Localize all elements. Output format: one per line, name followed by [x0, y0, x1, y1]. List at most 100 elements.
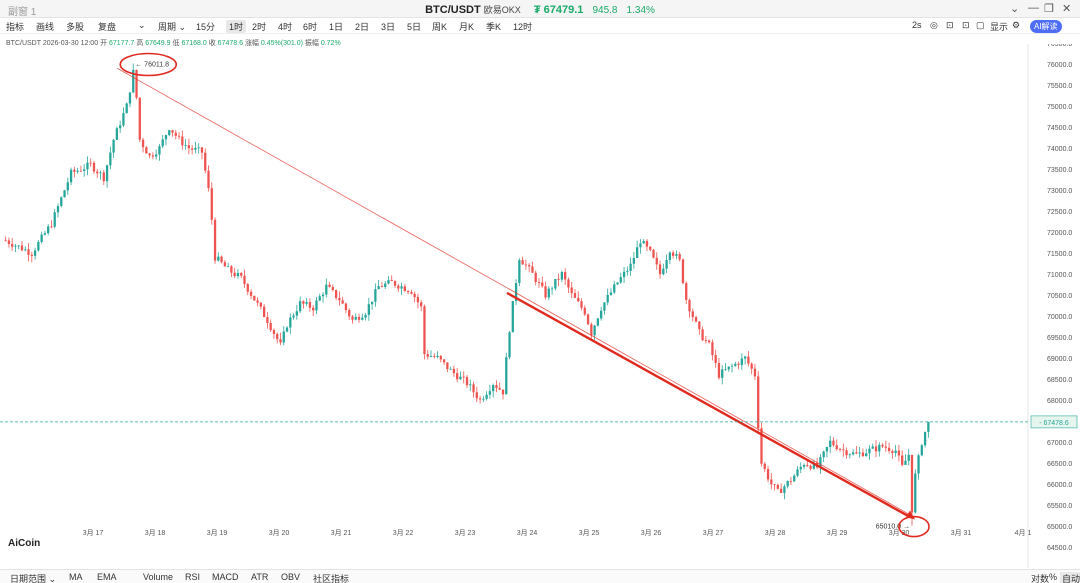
candle-body [184, 145, 187, 147]
price-change: 945.8 [592, 5, 618, 16]
candle-body [298, 301, 302, 312]
x-tick-label: 3月 18 [145, 529, 166, 537]
candle-body [328, 284, 331, 287]
interval-3d[interactable]: 3日 [381, 22, 396, 32]
interval-2h[interactable]: 2时 [252, 22, 267, 32]
candle-body [550, 288, 554, 290]
period-dropdown[interactable]: 周期 ⌄ [158, 22, 187, 32]
candle-body [730, 365, 734, 367]
candle-body [583, 307, 586, 315]
interval-month[interactable]: 月K [459, 22, 475, 32]
close-icon[interactable]: ✕ [1062, 3, 1072, 15]
candle-body [89, 162, 92, 164]
candle-body [472, 384, 475, 393]
candle-body [779, 488, 783, 493]
window-icon[interactable]: ⊡ [962, 20, 970, 30]
candle-body [596, 318, 600, 326]
candle-body [629, 263, 632, 271]
candle-body [757, 376, 760, 429]
candle-body [262, 306, 266, 318]
interval-12h[interactable]: 12时 [513, 22, 533, 32]
candle-body [351, 316, 354, 320]
candle-body [783, 486, 786, 493]
candle-body [344, 303, 348, 310]
display-checkbox-icon[interactable]: ▢ [976, 20, 985, 30]
minimize-icon[interactable]: — [1028, 2, 1039, 14]
community-indicator-button[interactable]: 社区指标 [313, 574, 350, 583]
rsi-button[interactable]: RSI [185, 572, 201, 582]
draw-button[interactable]: 画线 [36, 22, 55, 32]
low-marker-circle [898, 515, 930, 538]
candle-body [151, 155, 155, 157]
ema-button[interactable]: EMA [97, 572, 117, 582]
toolbar-chevron-icon[interactable]: ⌄ [138, 20, 146, 30]
candle-body [681, 259, 685, 284]
interval-1d[interactable]: 1日 [329, 22, 344, 32]
candle-body [554, 278, 557, 289]
date-range-dropdown[interactable]: 日期范围 ⌄ [10, 574, 57, 583]
candle-body [439, 355, 442, 360]
ma-button[interactable]: MA [69, 572, 83, 582]
y-tick-label: 64500.0 [1047, 545, 1072, 552]
dropdown-icon[interactable]: ⌄ [1010, 3, 1020, 15]
atr-button[interactable]: ATR [251, 572, 269, 582]
candle-body [825, 446, 829, 452]
interval-week[interactable]: 周K [432, 22, 448, 32]
candle-body [505, 357, 508, 395]
layout-icon[interactable]: ⊡ [946, 20, 954, 30]
multi-button[interactable]: 多股 [66, 22, 85, 32]
refresh-rate[interactable]: 2s [912, 20, 922, 30]
interval-2d[interactable]: 2日 [355, 22, 370, 32]
candle-body [253, 295, 256, 301]
candle-body [102, 172, 105, 182]
candle-body [226, 266, 230, 268]
interval-1h[interactable]: 1时 [226, 20, 247, 33]
candle-body [158, 146, 161, 155]
candle-body [354, 316, 357, 320]
candle-body [446, 362, 449, 370]
x-tick-label: 3月 17 [83, 529, 104, 537]
percent-toggle[interactable]: % [1049, 572, 1058, 582]
candle-body [4, 240, 7, 242]
candle-body [249, 291, 253, 296]
interval-5d[interactable]: 5日 [407, 22, 422, 32]
x-tick-label: 3月 29 [827, 529, 848, 537]
interval-6h[interactable]: 6时 [303, 22, 318, 32]
auto-scale-toggle[interactable]: 自动 [1060, 572, 1080, 583]
candle-body [927, 421, 930, 432]
y-tick-label: 69000.0 [1047, 356, 1072, 363]
candle-body [217, 256, 220, 261]
candle-body [786, 481, 789, 487]
high-marker-circle [119, 52, 178, 77]
interval-15m[interactable]: 15分 [196, 22, 216, 32]
x-tick-label: 3月 23 [455, 529, 476, 537]
candle-body [168, 130, 171, 136]
camera-icon[interactable]: ◎ [930, 20, 938, 30]
ai-interpret-button[interactable]: AI解读 [1030, 20, 1062, 33]
macd-button[interactable]: MACD [212, 572, 239, 582]
interval-quarter[interactable]: 季K [486, 22, 502, 32]
obv-button[interactable]: OBV [281, 572, 301, 582]
log-scale-toggle[interactable]: 对数 [1031, 574, 1050, 583]
candle-body [364, 314, 367, 318]
y-tick-label: 71500.0 [1047, 251, 1072, 258]
y-tick-label: 70000.0 [1047, 314, 1072, 321]
interval-4h[interactable]: 4时 [278, 22, 293, 32]
settings-icon[interactable]: ⚙ [1012, 20, 1021, 30]
candle-body [413, 293, 416, 298]
volume-button[interactable]: Volume [143, 572, 174, 582]
replay-button[interactable]: 复盘 [98, 22, 117, 32]
candle-body [60, 197, 63, 207]
pair-name[interactable]: BTC/USDT [425, 4, 481, 16]
candle-body [482, 398, 485, 400]
candle-body [688, 299, 691, 312]
candle-body [7, 240, 11, 244]
candle-body [465, 377, 469, 386]
y-tick-label: 73000.0 [1047, 188, 1072, 195]
candle-body [766, 469, 770, 480]
candlestick-chart[interactable]: 76500.0 76000.0 75500.0 75000.0 74500.0 74000… [0, 44, 1080, 568]
display-toggle[interactable]: 显示 [990, 22, 1009, 32]
indicator-button[interactable]: 指标 [6, 22, 25, 32]
info-close: 67478.6 [217, 40, 243, 47]
restore-icon[interactable]: ❐ [1044, 3, 1054, 15]
